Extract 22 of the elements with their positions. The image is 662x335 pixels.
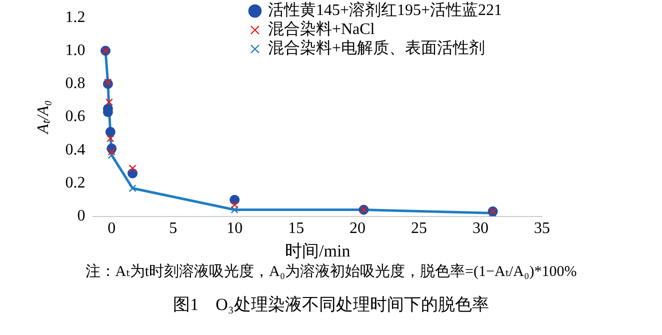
x-tick-label: 35 <box>534 220 550 238</box>
x-tick-label: 5 <box>169 220 178 238</box>
legend-label: 混合染料+电解质、表面活性剂 <box>268 39 485 58</box>
y-tick-label: 0.4 <box>65 141 86 158</box>
y-tick-label: 0.2 <box>65 174 86 192</box>
x-tick-label: 0 <box>108 220 116 238</box>
x-tick-label: 25 <box>411 220 428 238</box>
y-tick-label: 0.6 <box>65 108 86 126</box>
x-tick-label: 30 <box>472 220 489 238</box>
legend-label: 混合染料+NaCl <box>268 20 376 38</box>
x-tick-label: 20 <box>350 220 366 238</box>
x-tick-label: 10 <box>226 220 243 238</box>
x-axis-title: 时间/min <box>285 241 351 260</box>
legend-label: 活性黄145+溶剂红195+活性蓝221 <box>268 1 502 20</box>
y-axis-title: Aₜ/A₀ <box>34 100 52 135</box>
y-tick-label: 1.0 <box>65 42 86 59</box>
x-tick-label: 15 <box>288 220 304 238</box>
y-tick-label: 0 <box>77 208 86 225</box>
y-tick-label: 1.2 <box>65 8 86 26</box>
text: 注：Aₜ为t时刻溶液吸光度，A₀为溶液初始吸光度，脱色率=(1−Aₜ/A₀)*100% <box>84 262 578 281</box>
text: 图1 O₃处理染液不同处理时间下的脱色率 <box>172 294 490 316</box>
y-tick-label: 0.8 <box>65 75 86 92</box>
